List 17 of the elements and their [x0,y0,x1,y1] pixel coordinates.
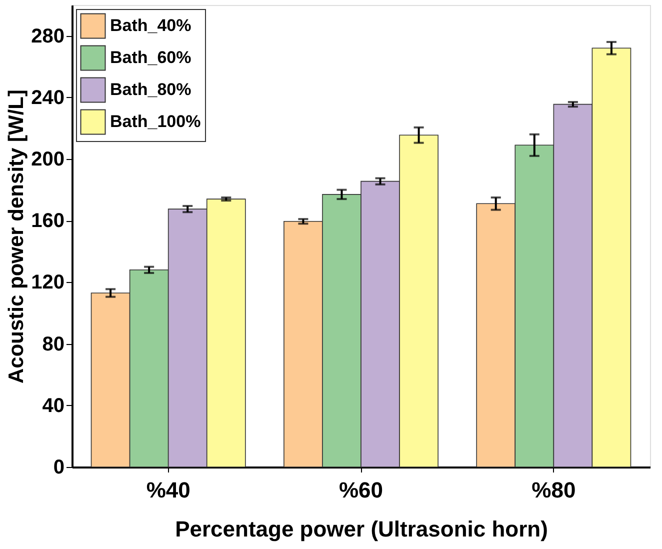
y-tick-label: 200 [31,148,64,170]
y-tick-label: 0 [53,456,64,478]
x-tick-label: %80 [532,478,576,502]
legend-label: Bath_60% [110,48,192,67]
legend-label: Bath_100% [110,112,201,131]
x-tick-label: %40 [146,478,190,502]
y-axis-title: Acoustic power density [W/L] [5,89,28,384]
y-tick-label: 80 [42,333,64,356]
y-tick-label: 240 [31,86,64,109]
y-tick-label: 160 [31,210,64,232]
legend-label: Bath_40% [110,16,192,35]
legend-label: Bath_80% [110,80,192,99]
y-tick-label: 40 [42,394,64,417]
y-tick-label: 280 [31,25,64,48]
y-tick-label: 120 [31,272,64,294]
x-axis-title: Percentage power (Ultrasonic horn) [175,516,548,542]
x-tick-label: %60 [338,478,384,502]
